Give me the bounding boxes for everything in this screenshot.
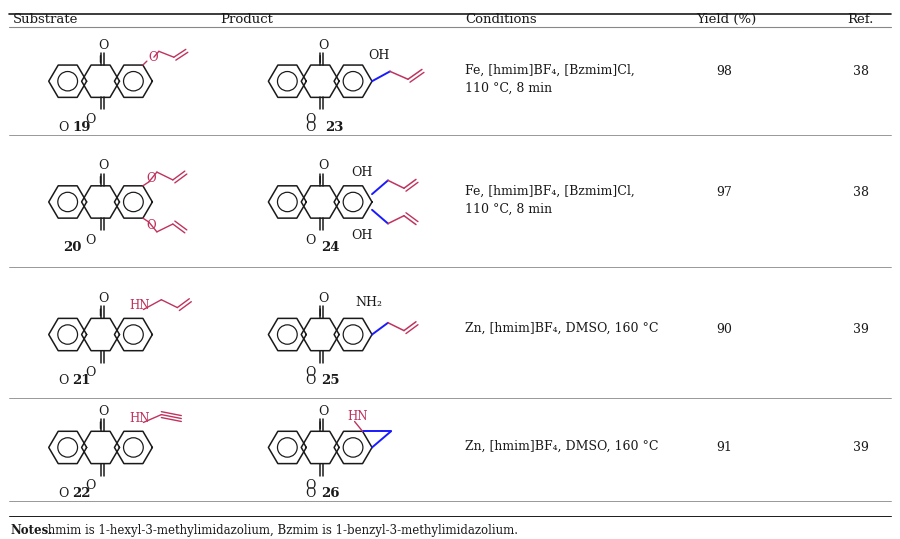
Text: Conditions: Conditions bbox=[465, 13, 536, 26]
Text: HN: HN bbox=[130, 299, 150, 312]
Text: O: O bbox=[98, 39, 109, 52]
Text: 38: 38 bbox=[853, 185, 869, 199]
Text: O: O bbox=[98, 405, 109, 418]
Text: Yield (%): Yield (%) bbox=[697, 13, 757, 26]
Text: Product: Product bbox=[220, 13, 274, 26]
Text: 21: 21 bbox=[72, 374, 91, 387]
Text: 91: 91 bbox=[716, 441, 733, 454]
Text: O: O bbox=[148, 51, 158, 64]
Text: OH: OH bbox=[351, 229, 373, 243]
Text: O: O bbox=[318, 292, 328, 305]
Text: Fe, [hmim]BF₄, [Bzmim]Cl,
110 °C, 8 min: Fe, [hmim]BF₄, [Bzmim]Cl, 110 °C, 8 min bbox=[465, 64, 634, 94]
Text: HN: HN bbox=[130, 412, 150, 425]
Text: O: O bbox=[146, 218, 156, 232]
Text: 90: 90 bbox=[716, 323, 733, 336]
Text: 38: 38 bbox=[853, 65, 869, 78]
Text: 25: 25 bbox=[321, 374, 339, 387]
Text: 39: 39 bbox=[853, 323, 869, 336]
Text: O: O bbox=[318, 160, 328, 172]
Text: 97: 97 bbox=[716, 185, 733, 199]
Text: O: O bbox=[305, 374, 315, 387]
Text: OH: OH bbox=[351, 165, 373, 178]
Text: O: O bbox=[305, 113, 315, 126]
Text: 22: 22 bbox=[72, 487, 91, 500]
Text: Notes.: Notes. bbox=[11, 524, 53, 537]
Text: O: O bbox=[305, 121, 315, 134]
Text: O: O bbox=[58, 121, 69, 134]
Text: O: O bbox=[305, 487, 315, 500]
Text: O: O bbox=[86, 366, 95, 379]
Text: Ref.: Ref. bbox=[848, 13, 874, 26]
Text: O: O bbox=[305, 479, 315, 492]
Text: O: O bbox=[318, 39, 328, 52]
Text: 23: 23 bbox=[325, 121, 344, 134]
Text: HN: HN bbox=[347, 410, 367, 423]
Text: O: O bbox=[86, 233, 95, 246]
Text: 20: 20 bbox=[64, 241, 82, 254]
Text: O: O bbox=[146, 172, 156, 185]
Text: Zn, [hmim]BF₄, DMSO, 160 °C: Zn, [hmim]BF₄, DMSO, 160 °C bbox=[465, 440, 659, 453]
Text: O: O bbox=[98, 292, 109, 305]
Text: 26: 26 bbox=[321, 487, 339, 500]
Text: 98: 98 bbox=[716, 65, 733, 78]
Text: OH: OH bbox=[368, 49, 390, 62]
Text: O: O bbox=[58, 374, 69, 387]
Text: NH₂: NH₂ bbox=[356, 296, 382, 309]
Text: Substrate: Substrate bbox=[13, 13, 78, 26]
Text: 24: 24 bbox=[321, 241, 339, 254]
Text: Zn, [hmim]BF₄, DMSO, 160 °C: Zn, [hmim]BF₄, DMSO, 160 °C bbox=[465, 322, 659, 335]
Text: O: O bbox=[318, 405, 328, 418]
Text: O: O bbox=[305, 366, 315, 379]
Text: 39: 39 bbox=[853, 441, 869, 454]
Text: O: O bbox=[86, 113, 95, 126]
Text: 19: 19 bbox=[72, 121, 91, 134]
Text: Fe, [hmim]BF₄, [Bzmim]Cl,
110 °C, 8 min: Fe, [hmim]BF₄, [Bzmim]Cl, 110 °C, 8 min bbox=[465, 184, 634, 215]
Text: O: O bbox=[305, 233, 315, 246]
Text: hmim is 1-hexyl-3-methylimidazolium, Bzmim is 1-benzyl-3-methylimidazolium.: hmim is 1-hexyl-3-methylimidazolium, Bzm… bbox=[43, 524, 517, 537]
Text: O: O bbox=[58, 487, 69, 500]
Text: O: O bbox=[86, 479, 95, 492]
Text: O: O bbox=[98, 160, 109, 172]
